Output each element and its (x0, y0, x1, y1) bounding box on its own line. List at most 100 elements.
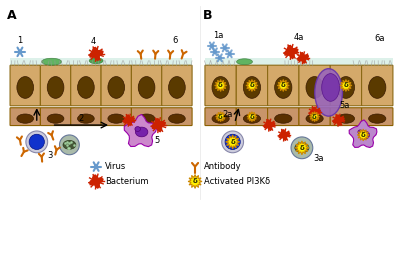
Ellipse shape (135, 127, 148, 137)
Polygon shape (215, 80, 226, 92)
Polygon shape (90, 48, 103, 60)
Polygon shape (152, 119, 165, 132)
Polygon shape (216, 112, 226, 122)
Ellipse shape (17, 114, 34, 123)
Polygon shape (247, 112, 257, 122)
Ellipse shape (168, 114, 185, 123)
Polygon shape (124, 115, 134, 125)
FancyBboxPatch shape (10, 108, 40, 126)
FancyBboxPatch shape (71, 108, 101, 126)
Polygon shape (357, 129, 369, 141)
FancyBboxPatch shape (299, 65, 330, 106)
Ellipse shape (275, 77, 292, 98)
FancyBboxPatch shape (362, 65, 393, 106)
Polygon shape (279, 130, 290, 140)
Ellipse shape (358, 130, 363, 134)
Polygon shape (90, 175, 103, 188)
Circle shape (224, 47, 226, 49)
Text: δ: δ (250, 82, 254, 88)
Text: δ: δ (230, 139, 235, 145)
FancyBboxPatch shape (71, 65, 101, 106)
Ellipse shape (369, 114, 386, 123)
Text: δ: δ (300, 145, 304, 151)
Polygon shape (226, 135, 240, 149)
Circle shape (225, 134, 240, 149)
Text: A: A (7, 9, 17, 22)
Text: δ: δ (193, 178, 198, 184)
Ellipse shape (315, 69, 342, 116)
Polygon shape (310, 112, 320, 122)
FancyBboxPatch shape (205, 58, 393, 66)
Text: Bacterium: Bacterium (105, 177, 148, 186)
Text: 2: 2 (79, 114, 84, 123)
FancyBboxPatch shape (268, 65, 299, 106)
Polygon shape (295, 141, 309, 155)
FancyBboxPatch shape (330, 108, 362, 126)
Ellipse shape (237, 59, 252, 65)
Text: 1: 1 (17, 36, 22, 45)
Ellipse shape (306, 114, 323, 123)
Text: δ: δ (344, 82, 348, 88)
Text: 3: 3 (47, 151, 52, 160)
Ellipse shape (168, 77, 185, 98)
FancyBboxPatch shape (162, 108, 192, 126)
FancyBboxPatch shape (40, 108, 71, 126)
Text: 2a: 2a (222, 110, 233, 119)
Circle shape (291, 137, 313, 159)
Text: δ: δ (281, 82, 286, 88)
Polygon shape (277, 80, 289, 92)
FancyBboxPatch shape (299, 108, 330, 126)
FancyBboxPatch shape (236, 65, 268, 106)
FancyBboxPatch shape (132, 108, 162, 126)
Text: B: B (203, 9, 212, 22)
Text: 1a: 1a (213, 31, 223, 40)
Circle shape (218, 57, 221, 59)
Text: 6a: 6a (375, 34, 385, 43)
Ellipse shape (306, 77, 323, 98)
Circle shape (26, 131, 48, 153)
Text: 6: 6 (172, 36, 178, 45)
Polygon shape (124, 114, 156, 147)
Ellipse shape (138, 77, 155, 98)
Ellipse shape (78, 77, 94, 98)
Text: 4: 4 (90, 37, 96, 46)
FancyBboxPatch shape (40, 65, 71, 106)
FancyBboxPatch shape (10, 65, 40, 106)
Ellipse shape (212, 114, 229, 123)
FancyBboxPatch shape (362, 108, 393, 126)
Ellipse shape (47, 77, 64, 98)
Circle shape (214, 51, 216, 53)
Text: δ: δ (312, 114, 317, 120)
Ellipse shape (78, 114, 94, 123)
FancyBboxPatch shape (132, 65, 162, 106)
Text: δ: δ (218, 114, 223, 120)
Ellipse shape (17, 77, 34, 98)
FancyBboxPatch shape (101, 65, 132, 106)
Ellipse shape (243, 114, 260, 123)
Ellipse shape (108, 77, 124, 98)
FancyBboxPatch shape (10, 58, 192, 66)
FancyBboxPatch shape (205, 108, 236, 126)
Circle shape (222, 131, 244, 153)
Ellipse shape (243, 77, 260, 98)
Circle shape (18, 50, 22, 53)
Ellipse shape (212, 77, 229, 98)
Circle shape (60, 135, 79, 155)
Circle shape (228, 53, 231, 55)
Text: Antibody: Antibody (204, 162, 242, 171)
Polygon shape (349, 120, 377, 147)
Circle shape (29, 134, 44, 149)
FancyBboxPatch shape (236, 108, 268, 126)
Ellipse shape (337, 114, 354, 123)
Ellipse shape (275, 114, 292, 123)
Circle shape (95, 165, 98, 168)
Polygon shape (264, 120, 275, 130)
Ellipse shape (322, 74, 340, 101)
Ellipse shape (359, 131, 370, 139)
Text: δ: δ (250, 114, 254, 120)
FancyBboxPatch shape (330, 65, 362, 106)
Polygon shape (284, 46, 298, 58)
Ellipse shape (138, 114, 155, 123)
Text: Virus: Virus (105, 162, 126, 171)
Polygon shape (298, 53, 308, 63)
